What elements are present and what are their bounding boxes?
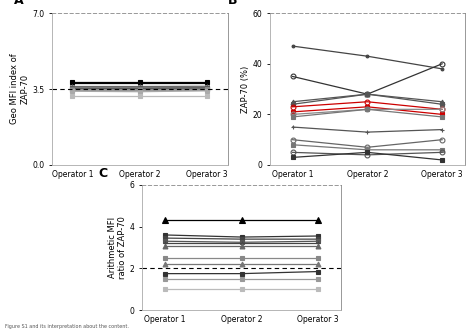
Text: B: B (228, 0, 237, 7)
Y-axis label: Arithmetic MFI
ratio of ZAP-70: Arithmetic MFI ratio of ZAP-70 (108, 216, 127, 279)
Y-axis label: Geo MFI index of
ZAP-70: Geo MFI index of ZAP-70 (10, 54, 29, 124)
Y-axis label: ZAP-70 (%): ZAP-70 (%) (241, 65, 250, 113)
Text: Figure S1 and its interpretation about the content.: Figure S1 and its interpretation about t… (5, 324, 128, 329)
Text: C: C (99, 167, 108, 180)
Text: A: A (14, 0, 23, 7)
